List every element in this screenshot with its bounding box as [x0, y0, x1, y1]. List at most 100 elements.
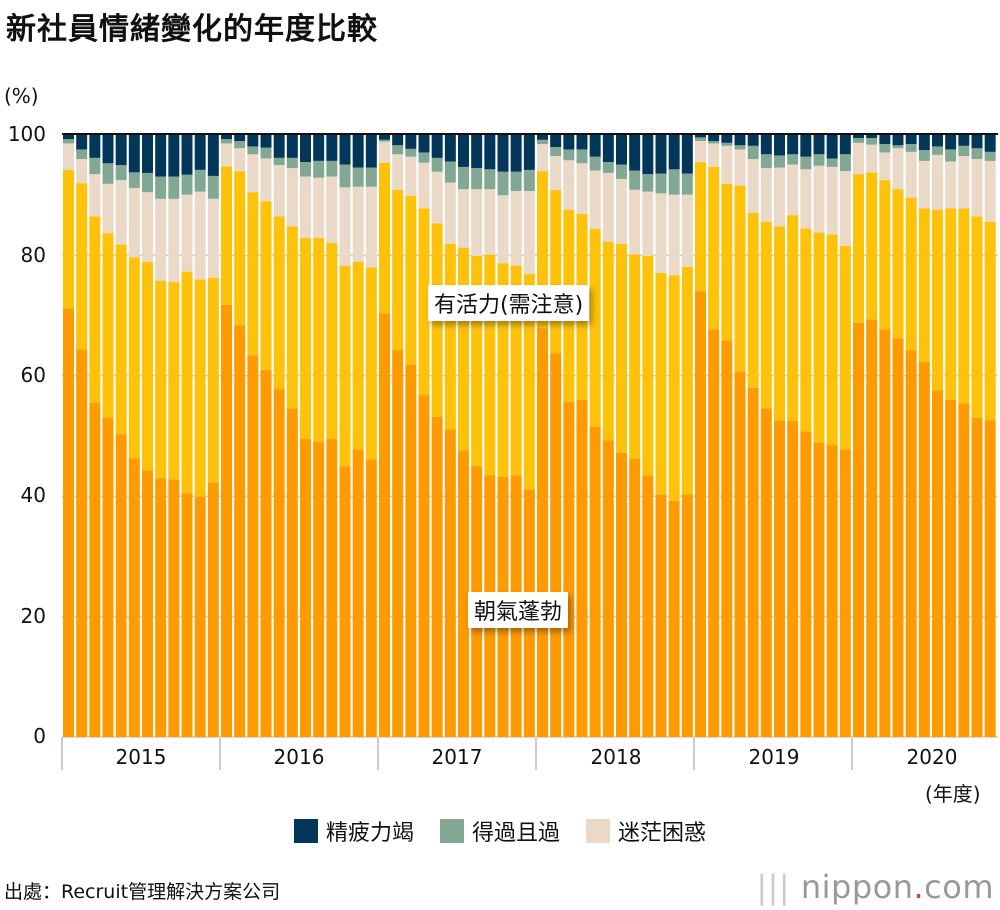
- bar-segment-精疲力竭: [273, 135, 285, 158]
- bar-segment-精疲力竭: [629, 135, 641, 171]
- bar-segment-迷茫困惑: [760, 168, 772, 222]
- y-tick-label: 60: [20, 363, 46, 387]
- bar-segment-有活力(需注意): [444, 243, 456, 430]
- bar-segment-迷茫困惑: [866, 144, 878, 173]
- bar-segment-迷茫困惑: [892, 148, 904, 190]
- bar-segment-迷茫困惑: [787, 164, 799, 216]
- bar-segment-得過且過: [63, 139, 74, 144]
- bar-segment-朝氣蓬勃: [866, 319, 878, 737]
- bar-segment-得過且過: [550, 147, 562, 157]
- bar-segment-朝氣蓬勃: [102, 417, 114, 737]
- bar-segment-得過且過: [760, 154, 772, 169]
- bar-segment-有活力(需注意): [523, 274, 535, 490]
- bar-segment-有活力(需注意): [721, 183, 733, 341]
- bar-segment-有活力(需注意): [471, 256, 483, 467]
- legend-item: 精疲力竭: [293, 815, 414, 847]
- bar-segment-有活力(需注意): [853, 174, 864, 323]
- bar-segment-得過且過: [853, 138, 864, 143]
- bar-segment-得過且過: [352, 167, 364, 187]
- bar-segment-朝氣蓬勃: [339, 466, 351, 737]
- bar-segment-有活力(需注意): [326, 242, 338, 440]
- bar-segment-精疲力竭: [497, 135, 509, 172]
- bar-segment-得過且過: [89, 157, 101, 175]
- bar-segment-迷茫困惑: [958, 156, 970, 209]
- bar-segment-朝氣蓬勃: [734, 371, 746, 737]
- bar-segment-得過且過: [892, 145, 904, 149]
- bar-segment-得過且過: [221, 139, 232, 144]
- bar-segment-精疲力竭: [576, 135, 588, 150]
- bar-segment-朝氣蓬勃: [142, 470, 153, 737]
- bar-segment-精疲力竭: [760, 135, 772, 155]
- bar-segment-精疲力竭: [142, 135, 153, 173]
- legend-swatch: [293, 819, 318, 843]
- bar-segment-迷茫困惑: [379, 141, 390, 163]
- bar-segment-得過且過: [616, 164, 627, 179]
- bar-segment-有活力(需注意): [273, 216, 285, 390]
- bar-segment-朝氣蓬勃: [115, 434, 127, 737]
- bar-segment-朝氣蓬勃: [760, 408, 772, 737]
- bar-segment-有活力(需注意): [392, 189, 404, 350]
- bar-segment-得過且過: [497, 171, 509, 196]
- bar-segment-朝氣蓬勃: [458, 450, 469, 737]
- bar-segment-朝氣蓬勃: [550, 353, 562, 737]
- y-tick-label: 40: [20, 483, 46, 507]
- bar-segment-精疲力竭: [379, 135, 390, 140]
- bar-segment-迷茫困惑: [444, 182, 456, 244]
- bar-segment-精疲力竭: [602, 135, 614, 163]
- bar-segment-得過且過: [313, 160, 325, 178]
- bar-segment-得過且過: [655, 173, 667, 194]
- bar-segment-精疲力竭: [300, 135, 311, 163]
- bar-segment-迷茫困惑: [853, 142, 864, 175]
- bar-segment-得過且過: [286, 157, 298, 169]
- bar-segment-迷茫困惑: [286, 168, 298, 227]
- bar-segment-迷茫困惑: [563, 160, 575, 210]
- bar-segment-朝氣蓬勃: [721, 340, 733, 737]
- bar-segment-迷茫困惑: [734, 149, 746, 186]
- bar-segment-朝氣蓬勃: [576, 399, 588, 737]
- bar-segment-迷茫困惑: [523, 190, 535, 275]
- bar-segment-朝氣蓬勃: [589, 426, 601, 737]
- bar-segment-有活力(需注意): [379, 162, 390, 314]
- bar-segment-有活力(需注意): [932, 209, 943, 391]
- bar-segment-得過且過: [273, 157, 285, 166]
- bar-segment-朝氣蓬勃: [273, 389, 285, 737]
- bar-segment-精疲力竭: [866, 135, 878, 139]
- bar-segment-精疲力竭: [853, 135, 864, 139]
- bar-segment-得過且過: [695, 137, 706, 142]
- bar-segment-迷茫困惑: [128, 187, 140, 258]
- bar-segment-迷茫困惑: [405, 156, 417, 196]
- bar-segment-得過且過: [787, 154, 799, 165]
- bar-segment-精疲力竭: [839, 135, 851, 155]
- bar-segment-有活力(需注意): [89, 216, 101, 403]
- bar-segment-朝氣蓬勃: [379, 313, 390, 737]
- bar-segment-迷茫困惑: [418, 162, 430, 209]
- bar-segment-迷茫困惑: [181, 194, 193, 272]
- bar-segment-得過且過: [721, 142, 733, 146]
- bar-segment-迷茫困惑: [392, 154, 404, 190]
- x-tick-year: 2016: [273, 745, 325, 769]
- bar-segment-精疲力竭: [510, 135, 522, 172]
- bar-segment-迷茫困惑: [431, 171, 443, 224]
- bar-segment-得過且過: [826, 158, 838, 167]
- bar-segment-精疲力竭: [286, 135, 298, 158]
- bar-segment-有活力(需注意): [747, 212, 759, 388]
- bar-segment-得過且過: [629, 170, 641, 190]
- bar-segment-朝氣蓬勃: [642, 475, 654, 737]
- y-tick-label: 100: [7, 122, 46, 146]
- bar-segment-迷茫困惑: [102, 183, 114, 234]
- bar-segment-迷茫困惑: [365, 186, 377, 268]
- bar-segment-朝氣蓬勃: [787, 420, 799, 737]
- bar-segment-有活力(需注意): [260, 201, 272, 370]
- bar-segment-得過且過: [326, 160, 338, 177]
- bar-segment-得過且過: [418, 152, 430, 163]
- bar-segment-精疲力竭: [734, 135, 746, 146]
- x-tick-year: 2020: [906, 745, 958, 769]
- bar-segment-迷茫困惑: [642, 191, 654, 257]
- bar-segment-精疲力竭: [247, 135, 259, 147]
- bar-segment-精疲力竭: [221, 135, 232, 140]
- bar-segment-有活力(需注意): [115, 244, 127, 435]
- bar-segment-精疲力竭: [418, 135, 430, 153]
- bar-segment-精疲力竭: [89, 135, 101, 158]
- bar-segment-精疲力竭: [945, 135, 957, 150]
